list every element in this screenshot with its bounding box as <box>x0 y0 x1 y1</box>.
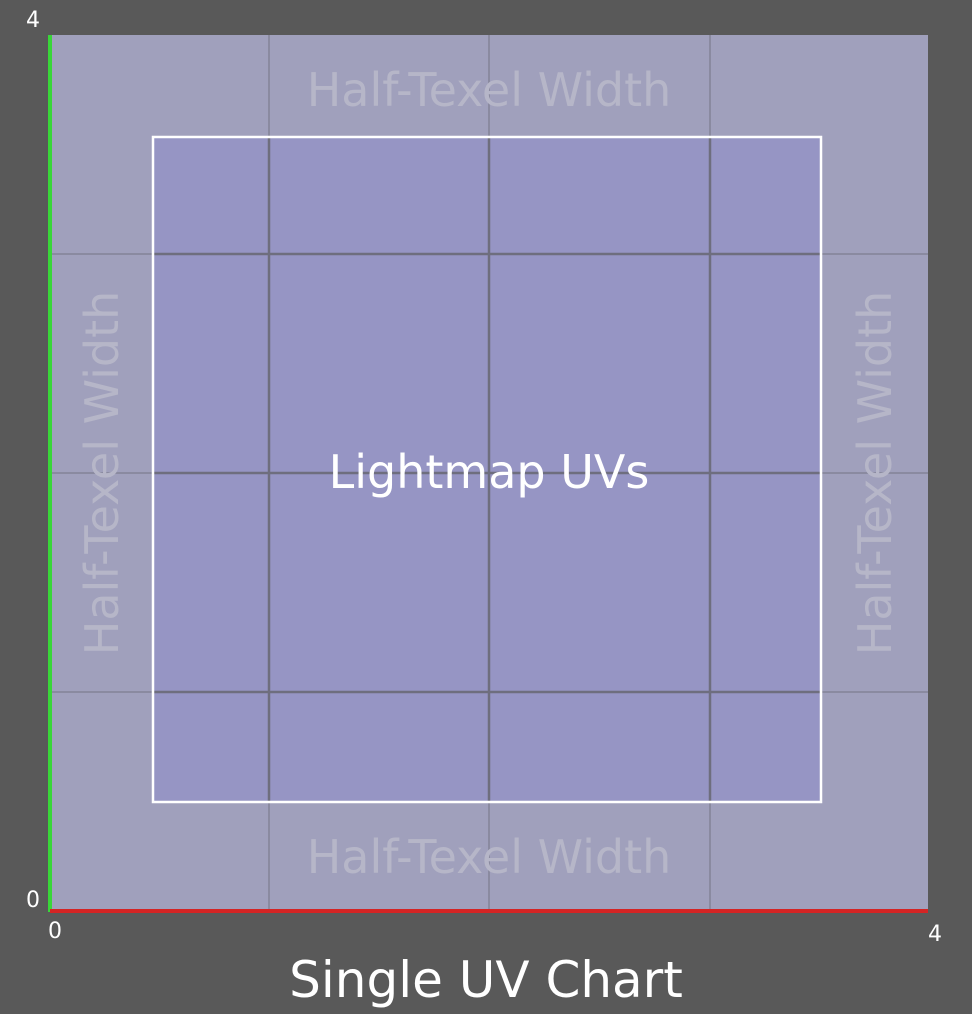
diagram-caption: Single UV Chart <box>289 951 683 1009</box>
x-axis-min-label: 0 <box>48 919 62 944</box>
margin-label-left: Half-Texel Width <box>75 291 129 656</box>
x-axis-max-label: 4 <box>928 922 942 947</box>
lightmap-uv-border <box>151 135 823 804</box>
margin-label-bottom: Half-Texel Width <box>307 830 672 884</box>
margin-label-top: Half-Texel Width <box>307 63 672 117</box>
y-axis-min-label: 0 <box>26 888 40 913</box>
y-axis-max-label: 4 <box>26 8 40 33</box>
grid-lines-inner <box>153 137 821 802</box>
margin-label-right: Half-Texel Width <box>848 291 902 656</box>
lightmap-uv-label: Lightmap UVs <box>329 445 650 499</box>
